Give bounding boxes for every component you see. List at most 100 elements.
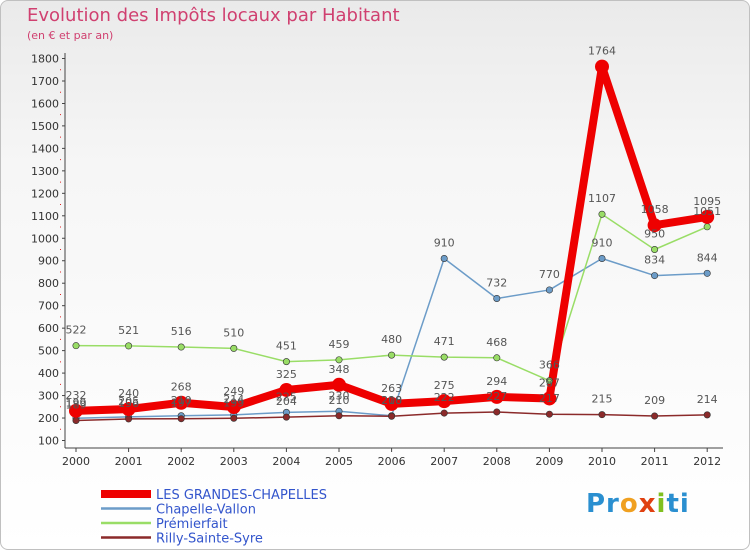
legend-label-3: Rilly-Sainte-Syre <box>156 532 263 547</box>
y-tick-label: 1700 <box>31 75 59 88</box>
series-point-2 <box>72 342 80 350</box>
series-point-3 <box>545 410 553 418</box>
data-label-0: 249 <box>223 385 244 398</box>
data-label-2: 480 <box>381 333 402 346</box>
data-label-0: 325 <box>276 368 297 381</box>
data-label-1: 844 <box>697 251 718 264</box>
y-tick-label: 1300 <box>31 165 59 178</box>
series-point-1 <box>651 272 659 280</box>
data-label-1: 214 <box>223 393 244 406</box>
logo-letter: Pr <box>586 489 620 519</box>
x-tick-label: 2010 <box>588 455 616 468</box>
data-label-0: 348 <box>329 363 350 376</box>
series-point-2 <box>125 342 133 350</box>
proxiti-logo: Proxiti <box>586 489 690 519</box>
series-point-0 <box>69 403 83 418</box>
series-point-2 <box>440 353 448 361</box>
series-point-0 <box>121 402 136 417</box>
series-point-2 <box>493 354 501 362</box>
legend-label-0: LES GRANDES-CHAPELLES <box>156 488 327 503</box>
data-label-1: 770 <box>539 268 560 281</box>
data-label-0: 263 <box>381 382 402 395</box>
series-point-0 <box>332 377 346 392</box>
y-tick-label: 1600 <box>31 97 59 110</box>
data-label-1: 210 <box>171 394 192 407</box>
y-tick-label: 600 <box>38 322 59 335</box>
series-point-3 <box>440 409 448 417</box>
data-label-2: 1107 <box>588 192 616 205</box>
x-tick-label: 2006 <box>378 455 406 468</box>
data-label-3: 197 <box>171 397 192 410</box>
logo-letter: o <box>619 489 639 519</box>
series-point-0 <box>437 394 452 409</box>
data-label-2: 522 <box>66 324 87 337</box>
logo-letter: i <box>656 489 667 519</box>
x-tick-label: 2001 <box>115 455 143 468</box>
y-tick-label: 800 <box>38 277 59 290</box>
series-point-3 <box>493 408 501 416</box>
data-label-3: 196 <box>118 397 139 410</box>
series-line-0 <box>72 62 712 415</box>
series-point-0 <box>647 218 662 233</box>
data-label-3: 210 <box>329 394 350 407</box>
y-tick-label: 400 <box>38 367 59 380</box>
series-point-1 <box>440 254 448 262</box>
series-point-3 <box>177 415 185 423</box>
data-label-1: 205 <box>118 395 139 408</box>
y-tick-label: 500 <box>38 345 59 358</box>
x-tick-label: 2000 <box>62 455 90 468</box>
data-label-1: 834 <box>644 254 665 267</box>
series-point-1 <box>598 254 606 262</box>
y-tick-label: 1500 <box>31 120 59 133</box>
chart-subtitle: (en € et par an) <box>27 29 114 42</box>
data-label-1: 910 <box>434 236 455 249</box>
series-point-0 <box>542 391 557 406</box>
y-tick-label: 900 <box>38 255 59 268</box>
data-label-0: 294 <box>486 375 507 388</box>
data-label-0: 1058 <box>641 203 669 216</box>
data-label-3: 209 <box>644 394 665 407</box>
series-point-2 <box>598 210 606 218</box>
logo-letter: ti <box>666 489 690 519</box>
series-point-3 <box>388 412 396 420</box>
y-tick-label: 1800 <box>31 53 59 66</box>
series-point-0 <box>226 400 241 415</box>
data-label-2: 471 <box>434 335 455 348</box>
y-tick-label: 300 <box>38 390 59 403</box>
y-tick-label: 1200 <box>31 187 59 200</box>
data-label-3: 204 <box>276 395 297 408</box>
data-label-0: 1764 <box>588 45 616 58</box>
x-tick-label: 2008 <box>483 455 511 468</box>
data-label-0: 232 <box>66 389 87 402</box>
series-point-2 <box>388 351 396 359</box>
series-point-3 <box>72 417 80 425</box>
data-label-3: 217 <box>539 392 560 405</box>
series-point-1 <box>545 286 553 294</box>
data-label-0: 1095 <box>693 195 721 208</box>
data-label-0: 287 <box>539 376 560 389</box>
series-point-3 <box>282 413 290 421</box>
y-tick-label: 700 <box>38 300 59 313</box>
series-point-0 <box>174 395 189 410</box>
y-tick-label: 1000 <box>31 232 59 245</box>
x-tick-label: 2009 <box>535 455 563 468</box>
series-point-3 <box>125 415 133 423</box>
series-point-2 <box>177 343 185 351</box>
chart-title: Evolution des Impôts locaux par Habitant <box>27 5 400 26</box>
y-tick-label: 1100 <box>31 210 59 223</box>
x-tick-label: 2005 <box>325 455 353 468</box>
data-label-2: 521 <box>118 324 139 337</box>
x-tick-label: 2011 <box>641 455 669 468</box>
series-point-1 <box>703 269 711 277</box>
x-tick-label: 2004 <box>272 455 300 468</box>
series-point-2 <box>335 356 343 364</box>
data-label-1: 732 <box>486 276 507 289</box>
data-label-2: 1051 <box>693 205 721 218</box>
logo-letter: x <box>638 489 657 519</box>
data-label-1: 230 <box>329 389 350 402</box>
data-label-3: 227 <box>486 390 507 403</box>
data-label-2: 366 <box>539 359 560 372</box>
data-label-1: 210 <box>381 394 402 407</box>
